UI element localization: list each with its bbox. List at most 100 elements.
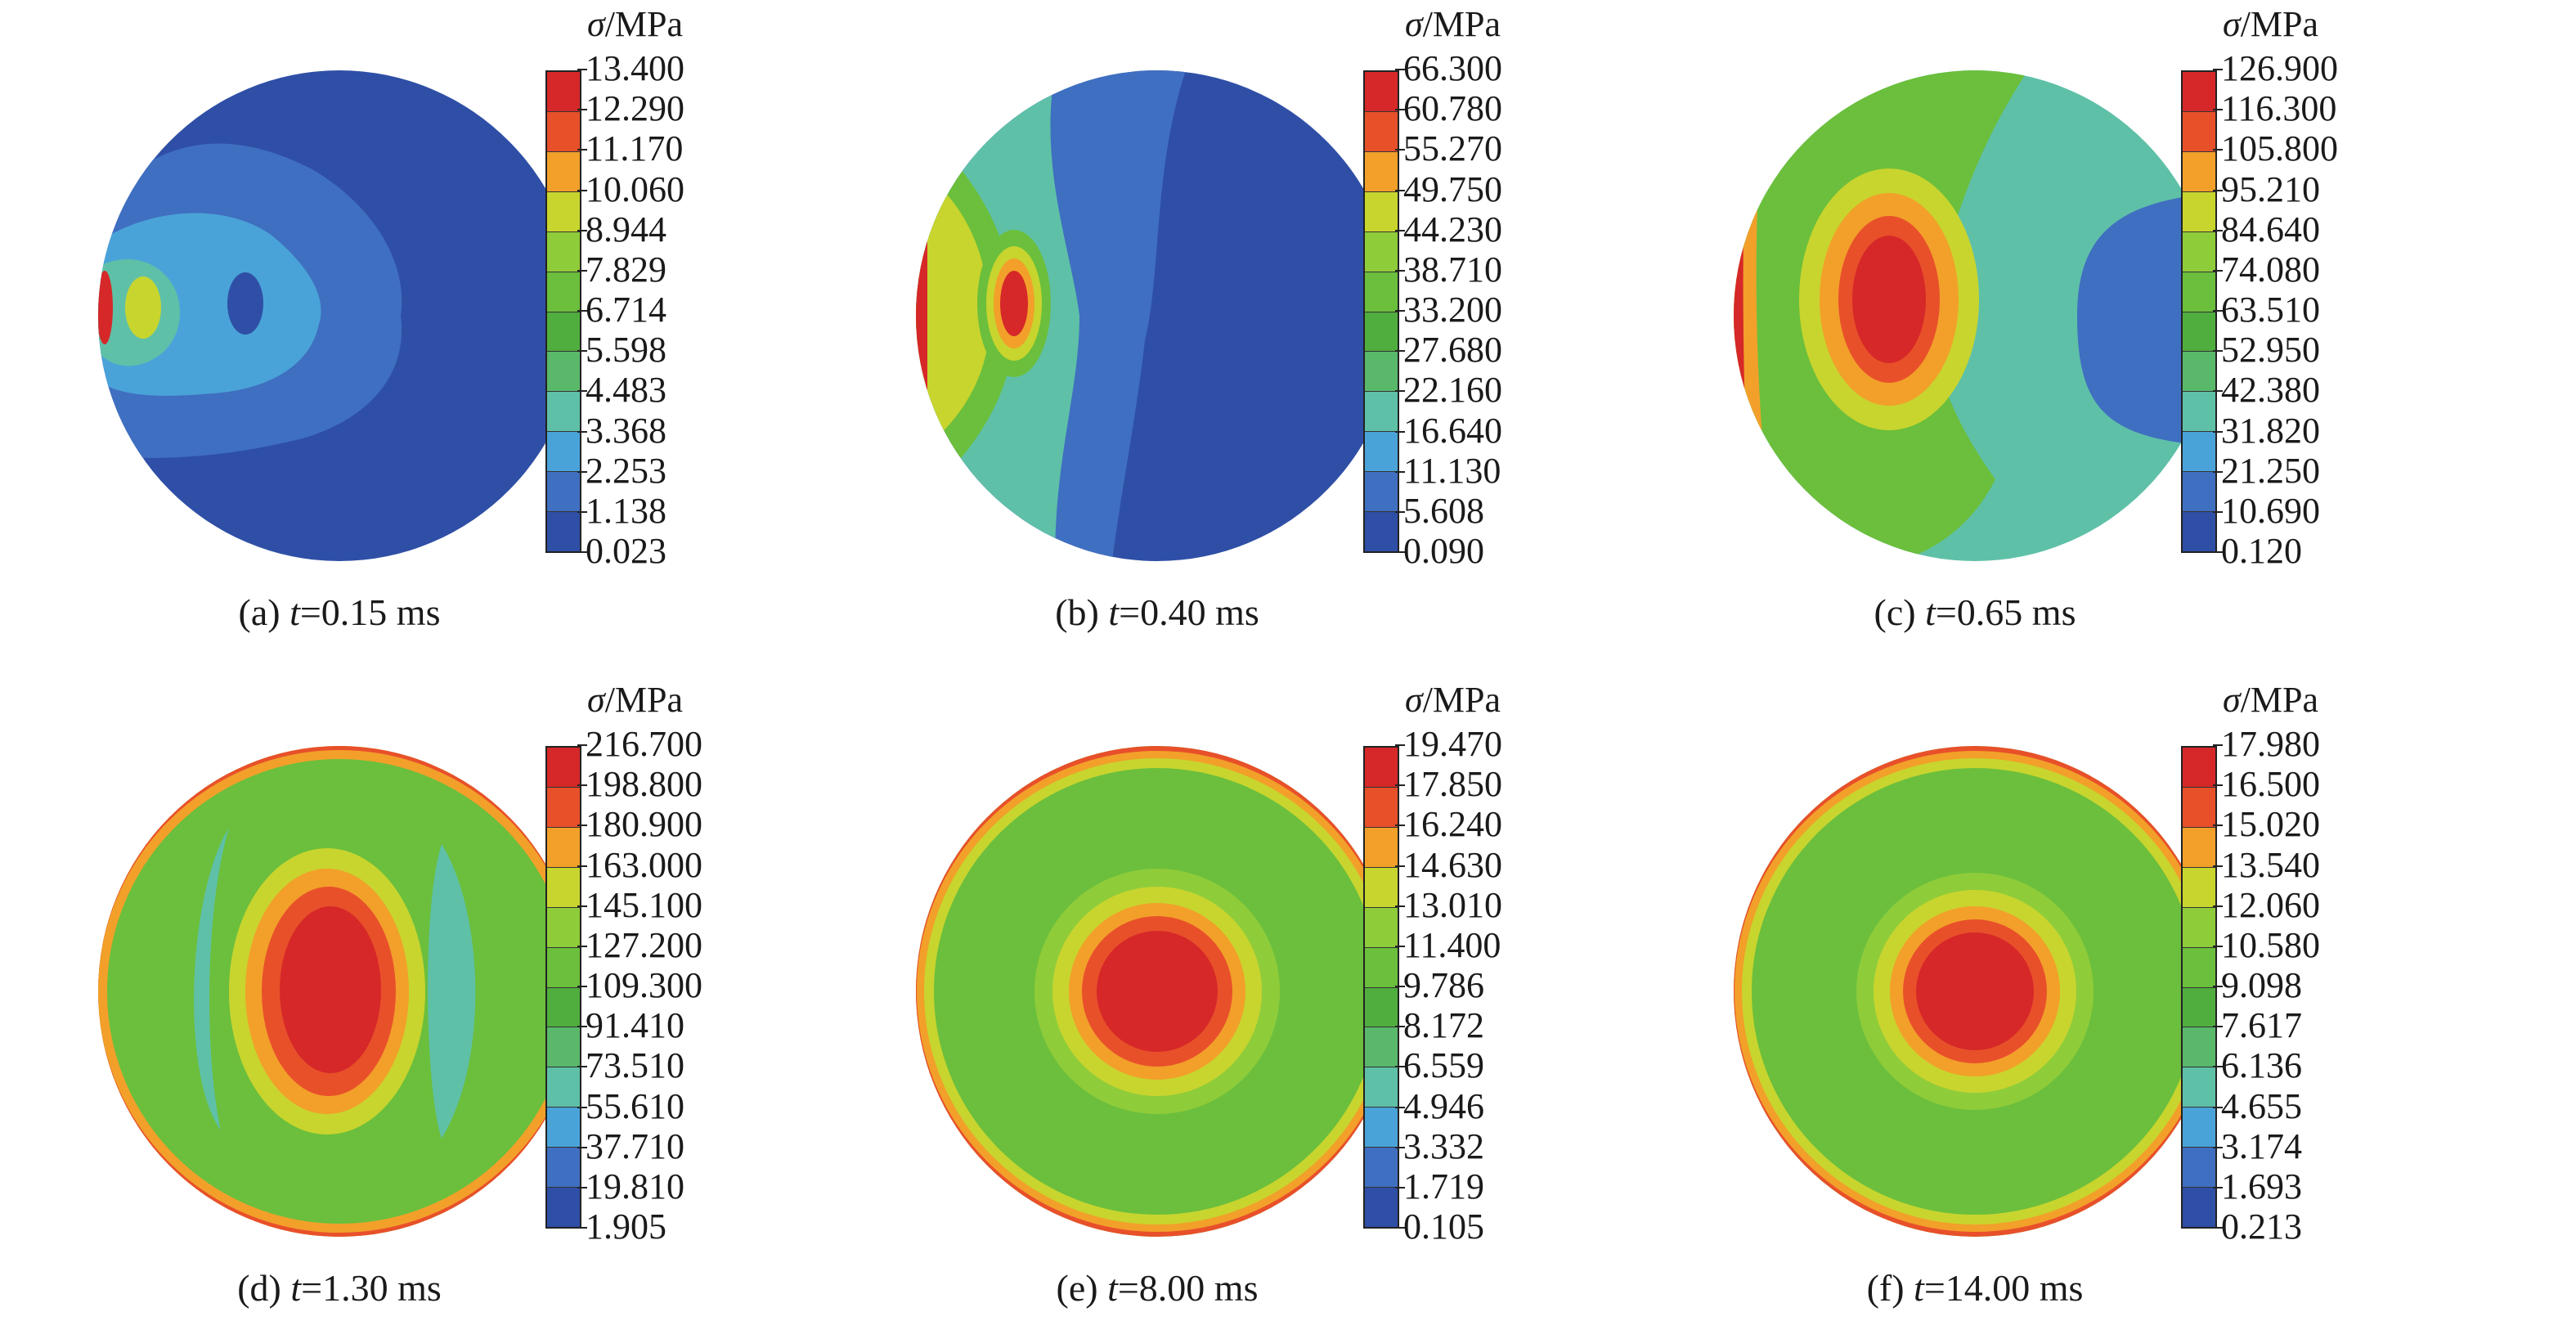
panel-b: σ/MPa 66.300 60.780 55.270 49.750 44.230 38.7… (818, 0, 1636, 654)
colorbar-segment (1365, 151, 1398, 192)
colorbar-segment (2183, 987, 2215, 1028)
colorbar-tick-label: 11.400 (1394, 924, 1501, 965)
colorbar-segment (547, 151, 580, 192)
colorbar-tick-label: 8.944 (577, 209, 666, 249)
colorbar-tick-label: 17.980 (2213, 724, 2320, 764)
colorbar-tick-label: 55.270 (1395, 128, 1502, 169)
colorbar-segment (2183, 1108, 2215, 1148)
colorbar-segment (547, 827, 580, 868)
colorbar-tick-label: 1.905 (577, 1206, 666, 1247)
colorbar-tick-label: 7.829 (577, 249, 666, 290)
colorbar-segment (1365, 231, 1398, 272)
colorbar-tick-label: 7.617 (2213, 1005, 2302, 1046)
colorbar-segment (2183, 111, 2215, 152)
colorbar-segment (1365, 432, 1398, 473)
colorbar-tick-label: 1.719 (1395, 1166, 1484, 1206)
stress-contour-b (916, 70, 1398, 561)
colorbar-segment (547, 392, 580, 433)
panel-caption: (f) t=14.00 ms (1866, 1267, 2084, 1309)
colorbar-segment (2183, 72, 2215, 112)
colorbar-segment (547, 1027, 580, 1068)
colorbar-tick-label: 0.023 (577, 531, 666, 571)
panel-caption: (a) t=0.15 ms (238, 591, 441, 633)
colorbar-tick-label: 9.098 (2213, 965, 2302, 1005)
colorbar (1363, 746, 1399, 1229)
colorbar-segment (2183, 827, 2215, 868)
colorbar-segment (547, 111, 580, 152)
colorbar-title: σ/MPa (587, 680, 684, 720)
colorbar-tick-label: 6.559 (1395, 1045, 1484, 1086)
colorbar-segment (2183, 432, 2215, 473)
stress-contour-a (98, 70, 581, 561)
colorbar-title: σ/MPa (2223, 680, 2319, 720)
colorbar-segment (2183, 472, 2215, 513)
colorbar-tick-label: 13.540 (2213, 844, 2320, 885)
colorbar-segment (547, 1108, 580, 1148)
stress-contour-e (916, 746, 1398, 1237)
colorbar-tick-label: 95.210 (2213, 168, 2320, 209)
colorbar-tick-label: 73.510 (577, 1045, 684, 1086)
colorbar-segment (547, 1067, 580, 1108)
colorbar-tick-label: 19.810 (577, 1166, 684, 1206)
colorbar-title: σ/MPa (2223, 4, 2319, 44)
colorbar-tick-label: 22.160 (1395, 370, 1502, 411)
colorbar-tick-label: 5.608 (1395, 490, 1484, 531)
colorbar-tick-label: 21.250 (2213, 450, 2320, 491)
colorbar (545, 746, 581, 1229)
colorbar-segment (1365, 867, 1398, 908)
colorbar-segment (547, 352, 580, 393)
colorbar-tick-label: 33.200 (1395, 290, 1502, 330)
stress-contour-f (1734, 746, 2216, 1237)
colorbar-tick-label: 116.300 (2212, 88, 2337, 129)
colorbar-segment (2183, 151, 2215, 192)
panel-caption: (c) t=0.65 ms (1874, 591, 2076, 633)
colorbar-tick-label: 1.693 (2213, 1166, 2302, 1206)
colorbar-segment (1365, 1188, 1398, 1228)
colorbar-segment (547, 512, 580, 552)
colorbar-tick-label: 74.080 (2213, 249, 2320, 290)
colorbar (545, 70, 581, 553)
colorbar-segment (2183, 787, 2215, 828)
colorbar-title: σ/MPa (1405, 4, 1501, 44)
colorbar-segment (547, 231, 580, 272)
colorbar-segment (2183, 231, 2215, 272)
colorbar-tick-label: 31.820 (2213, 410, 2320, 451)
colorbar-tick-label: 11.130 (1394, 450, 1501, 491)
colorbar-tick-label: 66.300 (1395, 48, 1502, 88)
colorbar-tick-label: 10.690 (2213, 490, 2320, 531)
colorbar-tick-label: 14.630 (1395, 844, 1502, 885)
colorbar-tick-label: 163.000 (577, 844, 702, 885)
panel-d: σ/MPa 216.700 198.800 180.900 163.000 145.10… (0, 676, 818, 1330)
colorbar-tick-label: 145.100 (577, 884, 702, 925)
colorbar-segment (1365, 947, 1398, 988)
colorbar-tick-label: 8.172 (1395, 1005, 1484, 1046)
colorbar-segment (1365, 827, 1398, 868)
colorbar-tick-label: 63.510 (2213, 290, 2320, 330)
colorbar-title: σ/MPa (1405, 680, 1501, 720)
colorbar (1363, 70, 1399, 553)
panel-f: σ/MPa 17.980 16.500 15.020 13.540 12.060 10.5… (1636, 676, 2453, 1330)
colorbar-tick-label: 1.138 (577, 490, 666, 531)
stress-contour-d (98, 746, 581, 1237)
colorbar (2181, 746, 2217, 1229)
colorbar (2181, 70, 2217, 553)
colorbar-tick-label: 9.786 (1395, 965, 1484, 1005)
colorbar-tick-label: 37.710 (577, 1126, 684, 1166)
colorbar-tick-label: 109.300 (577, 965, 702, 1005)
colorbar-tick-label: 216.700 (577, 724, 702, 764)
panel-caption: (e) t=8.00 ms (1056, 1267, 1259, 1309)
colorbar-segment (1365, 1148, 1398, 1188)
panel-caption: (d) t=1.30 ms (237, 1267, 442, 1309)
panel-e: σ/MPa 19.470 17.850 16.240 14.630 13.010 11.4… (818, 676, 1636, 1330)
colorbar-tick-label: 127.200 (577, 924, 702, 965)
colorbar-tick-label: 10.060 (577, 168, 684, 209)
colorbar-tick-label: 105.800 (2213, 128, 2338, 169)
contour-plot-f (1734, 746, 2216, 1237)
contour-plot-e (916, 746, 1398, 1237)
colorbar-tick-label: 126.900 (2213, 48, 2338, 88)
colorbar-segment (1365, 312, 1398, 353)
colorbar-tick-label: 5.598 (577, 330, 666, 371)
colorbar-segment (547, 867, 580, 908)
colorbar-segment (2183, 1067, 2215, 1108)
colorbar-tick-label: 180.900 (577, 804, 702, 845)
